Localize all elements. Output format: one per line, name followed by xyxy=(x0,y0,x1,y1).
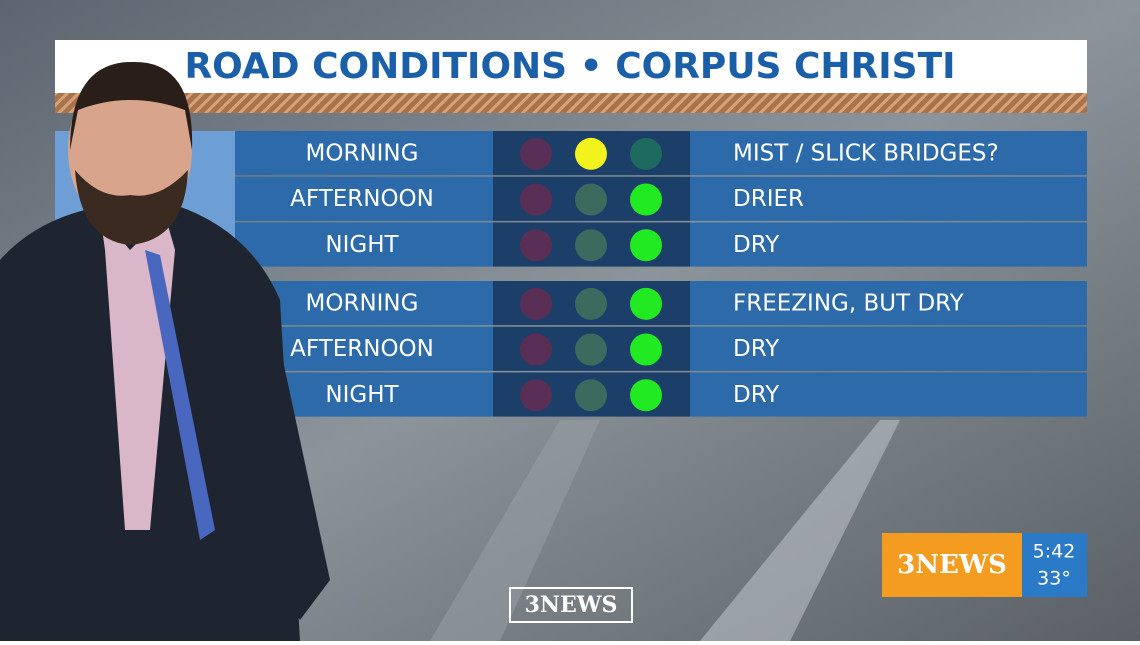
period-cell xyxy=(235,222,493,267)
period: MORNING xyxy=(306,140,419,166)
period: MORNING xyxy=(306,290,419,316)
light-green xyxy=(630,333,662,366)
condition-cell xyxy=(690,176,1087,221)
footer-logo-frame xyxy=(509,587,633,623)
light-green xyxy=(630,287,662,320)
tie xyxy=(145,250,215,540)
bug-logo-box xyxy=(882,533,1022,597)
bug-logo: 3NEWS xyxy=(897,550,1007,580)
light-yellow xyxy=(575,183,607,216)
title-stripe xyxy=(55,93,1087,113)
condition: DRIER xyxy=(733,186,804,212)
period: NIGHT xyxy=(325,232,399,258)
condition-cell xyxy=(690,222,1087,267)
period: NIGHT xyxy=(325,382,399,408)
arm xyxy=(260,300,330,620)
condition: DRY xyxy=(733,232,780,258)
light-red xyxy=(520,287,552,320)
condition-cell xyxy=(690,131,1087,176)
light-yellow xyxy=(575,333,607,366)
light-yellow xyxy=(575,379,607,412)
period: AFTERNOON xyxy=(290,336,434,362)
footer-logo: 3NEWS xyxy=(525,592,618,618)
bug-temp: 33° xyxy=(1037,568,1071,590)
condition: MIST / SLICK BRIDGES? xyxy=(733,140,999,166)
title-bar xyxy=(55,40,1087,93)
bug-time: 5:42 xyxy=(1033,541,1076,563)
conditions-table: MORNING MIST / SLICK BRIDGES? AFTERNOON DRI… xyxy=(235,131,1087,417)
road-stripe xyxy=(700,420,900,641)
period-cell xyxy=(235,176,493,221)
light-green xyxy=(630,183,662,216)
condition-cell xyxy=(690,281,1087,326)
light-red xyxy=(520,137,552,170)
period: AFTERNOON xyxy=(290,186,434,212)
hair xyxy=(70,61,193,150)
condition: DRY xyxy=(733,382,780,408)
light-red xyxy=(520,183,552,216)
presenter xyxy=(0,61,330,641)
light-yellow xyxy=(575,229,607,262)
road-stripe xyxy=(430,420,600,641)
period-cell xyxy=(235,131,493,176)
light-red xyxy=(520,333,552,366)
bug-info-box xyxy=(1022,533,1087,597)
light-yellow xyxy=(575,287,607,320)
condition: DRY xyxy=(733,336,780,362)
light-green xyxy=(630,229,662,262)
condition-cell xyxy=(690,372,1087,417)
light-yellow xyxy=(575,137,607,170)
title: ROAD CONDITIONS • CORPUS CHRISTI xyxy=(184,46,955,87)
light-green xyxy=(630,379,662,412)
light-red xyxy=(520,379,552,412)
beard xyxy=(75,170,188,245)
condition-cell xyxy=(690,326,1087,371)
light-green xyxy=(630,137,662,170)
condition: FREEZING, BUT DRY xyxy=(733,290,965,316)
light-red xyxy=(520,229,552,262)
